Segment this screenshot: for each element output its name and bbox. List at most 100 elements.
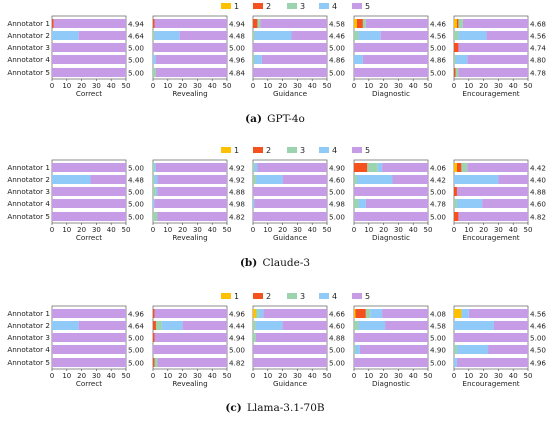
x-tick-label: 50 (223, 226, 232, 234)
legend-swatch-1 (221, 147, 231, 153)
annotator-label: Annotator 5 (7, 212, 50, 221)
bar-segment-score-5 (254, 199, 327, 208)
x-tick-label: 10 (62, 372, 71, 380)
mean-score-label: 4.64 (128, 322, 144, 331)
bar-segment-score-4 (358, 31, 381, 40)
x-tick-label: 30 (293, 82, 302, 90)
panel-diagnostic: 4.08 4.58 5.00 4.90 5.00 0 10 20 30 40 50 Diagnosti… (352, 305, 446, 388)
bar-segment-score-1 (454, 163, 457, 172)
panel-diagnostic: 4.46 4.56 5.00 4.86 5.00 0 10 20 30 40 50 Diagnosti… (352, 15, 446, 98)
mean-score-label: 5.00 (128, 334, 144, 343)
x-tick-label: 0 (251, 372, 255, 380)
annotator-label: Annotator 4 (7, 345, 50, 354)
x-tick-label: 40 (409, 372, 418, 380)
bar-segment-score-5 (253, 187, 327, 196)
bar-segment-score-5 (253, 43, 327, 52)
bar-segment-score-5 (154, 19, 227, 28)
bar-segment-score-3 (257, 19, 261, 28)
bar-segment-score-5 (362, 55, 428, 64)
mean-score-label: 4.82 (530, 213, 546, 222)
mean-score-label: 5.00 (430, 334, 446, 343)
mean-score-label: 4.94 (229, 334, 245, 343)
mean-score-label: 4.88 (530, 188, 546, 197)
bar-segment-score-5 (154, 309, 227, 318)
mean-score-label: 4.44 (229, 322, 245, 331)
mean-score-label: 4.92 (229, 164, 245, 173)
x-tick-label: 10 (364, 372, 373, 380)
bar-segment-score-5 (253, 358, 327, 367)
bar-segment-score-2 (454, 212, 459, 221)
x-tick-label: 0 (50, 372, 54, 380)
x-tick-label: 10 (364, 226, 373, 234)
mean-score-label: 5.00 (329, 213, 345, 222)
bar-segment-score-5 (382, 163, 428, 172)
x-tick-label: 30 (92, 82, 101, 90)
mean-score-label: 5.00 (329, 359, 345, 368)
mean-score-label: 4.46 (430, 20, 446, 29)
x-tick-label: 10 (62, 226, 71, 234)
panel-guidance: 4.90 4.60 5.00 4.98 5.00 0 10 20 30 40 50 Guidance (251, 159, 345, 242)
x-axis-label: Encouragement (462, 233, 519, 242)
legend-label-2: 2 (266, 146, 271, 155)
annotator-label: Annotator 5 (7, 358, 50, 367)
bar-segment-score-1 (354, 309, 356, 318)
bar-segment-score-5 (458, 43, 528, 52)
mean-score-label: 4.66 (329, 310, 345, 319)
bar-segment-score-4 (255, 321, 283, 330)
x-tick-label: 40 (107, 372, 116, 380)
x-axis-label: Revealing (172, 379, 207, 388)
bar-segment-score-5 (261, 55, 327, 64)
x-tick-label: 30 (293, 372, 302, 380)
x-tick-label: 40 (509, 226, 518, 234)
bar-segment-score-3 (153, 68, 156, 77)
x-tick-label: 50 (122, 82, 131, 90)
x-tick-label: 20 (178, 82, 187, 90)
bar-segment-score-2 (355, 309, 366, 318)
bar-segment-score-4 (153, 55, 156, 64)
bar-segment-score-3 (153, 187, 156, 196)
bar-segment-score-3 (253, 163, 255, 172)
x-tick-label: 30 (494, 372, 503, 380)
mean-score-label: 5.00 (229, 44, 245, 53)
bar-segment-score-4 (356, 175, 393, 184)
mean-score-label: 4.64 (128, 32, 144, 41)
bar-segment-score-5 (253, 345, 327, 354)
x-tick-label: 20 (479, 82, 488, 90)
mean-score-label: 4.08 (430, 310, 446, 319)
x-tick-label: 10 (263, 372, 272, 380)
bar-segment-score-1 (253, 309, 256, 318)
x-tick-label: 30 (193, 372, 202, 380)
bar-segment-score-3 (454, 345, 457, 354)
legend-swatch-3 (287, 3, 297, 9)
bar-segment-score-3 (154, 358, 158, 367)
bar-segment-score-5 (157, 187, 227, 196)
annotator-label: Annotator 4 (7, 199, 50, 208)
legend-swatch-3 (287, 147, 297, 153)
bar-segment-score-5 (52, 68, 126, 77)
bar-segment-score-3 (153, 163, 155, 172)
x-tick-label: 10 (163, 372, 172, 380)
x-tick-label: 10 (464, 226, 473, 234)
x-tick-label: 40 (308, 226, 317, 234)
x-tick-label: 20 (278, 226, 287, 234)
bar-segment-score-3 (255, 309, 259, 318)
bar-segment-score-5 (52, 358, 126, 367)
panel-revealing: 4.96 4.44 4.94 5.00 4.82 0 10 20 30 40 50 Revealing (151, 305, 245, 388)
mean-score-label: 5.00 (430, 69, 446, 78)
bar-segment-score-5 (380, 31, 428, 40)
x-tick-label: 50 (223, 372, 232, 380)
x-tick-label: 30 (394, 372, 403, 380)
legend-swatch-1 (221, 293, 231, 299)
mean-score-label: 4.74 (530, 44, 546, 53)
x-axis-label: Diagnostic (372, 379, 410, 388)
bar-segment-score-4 (370, 309, 383, 318)
bar-segment-score-3 (153, 212, 158, 221)
bar-segment-score-3 (362, 19, 366, 28)
x-tick-label: 10 (464, 82, 473, 90)
legend-swatch-5 (352, 293, 362, 299)
bar-segment-score-4 (52, 175, 91, 184)
mean-score-label: 4.68 (530, 20, 546, 29)
x-axis-label: Correct (76, 233, 102, 242)
legend-swatch-5 (352, 147, 362, 153)
